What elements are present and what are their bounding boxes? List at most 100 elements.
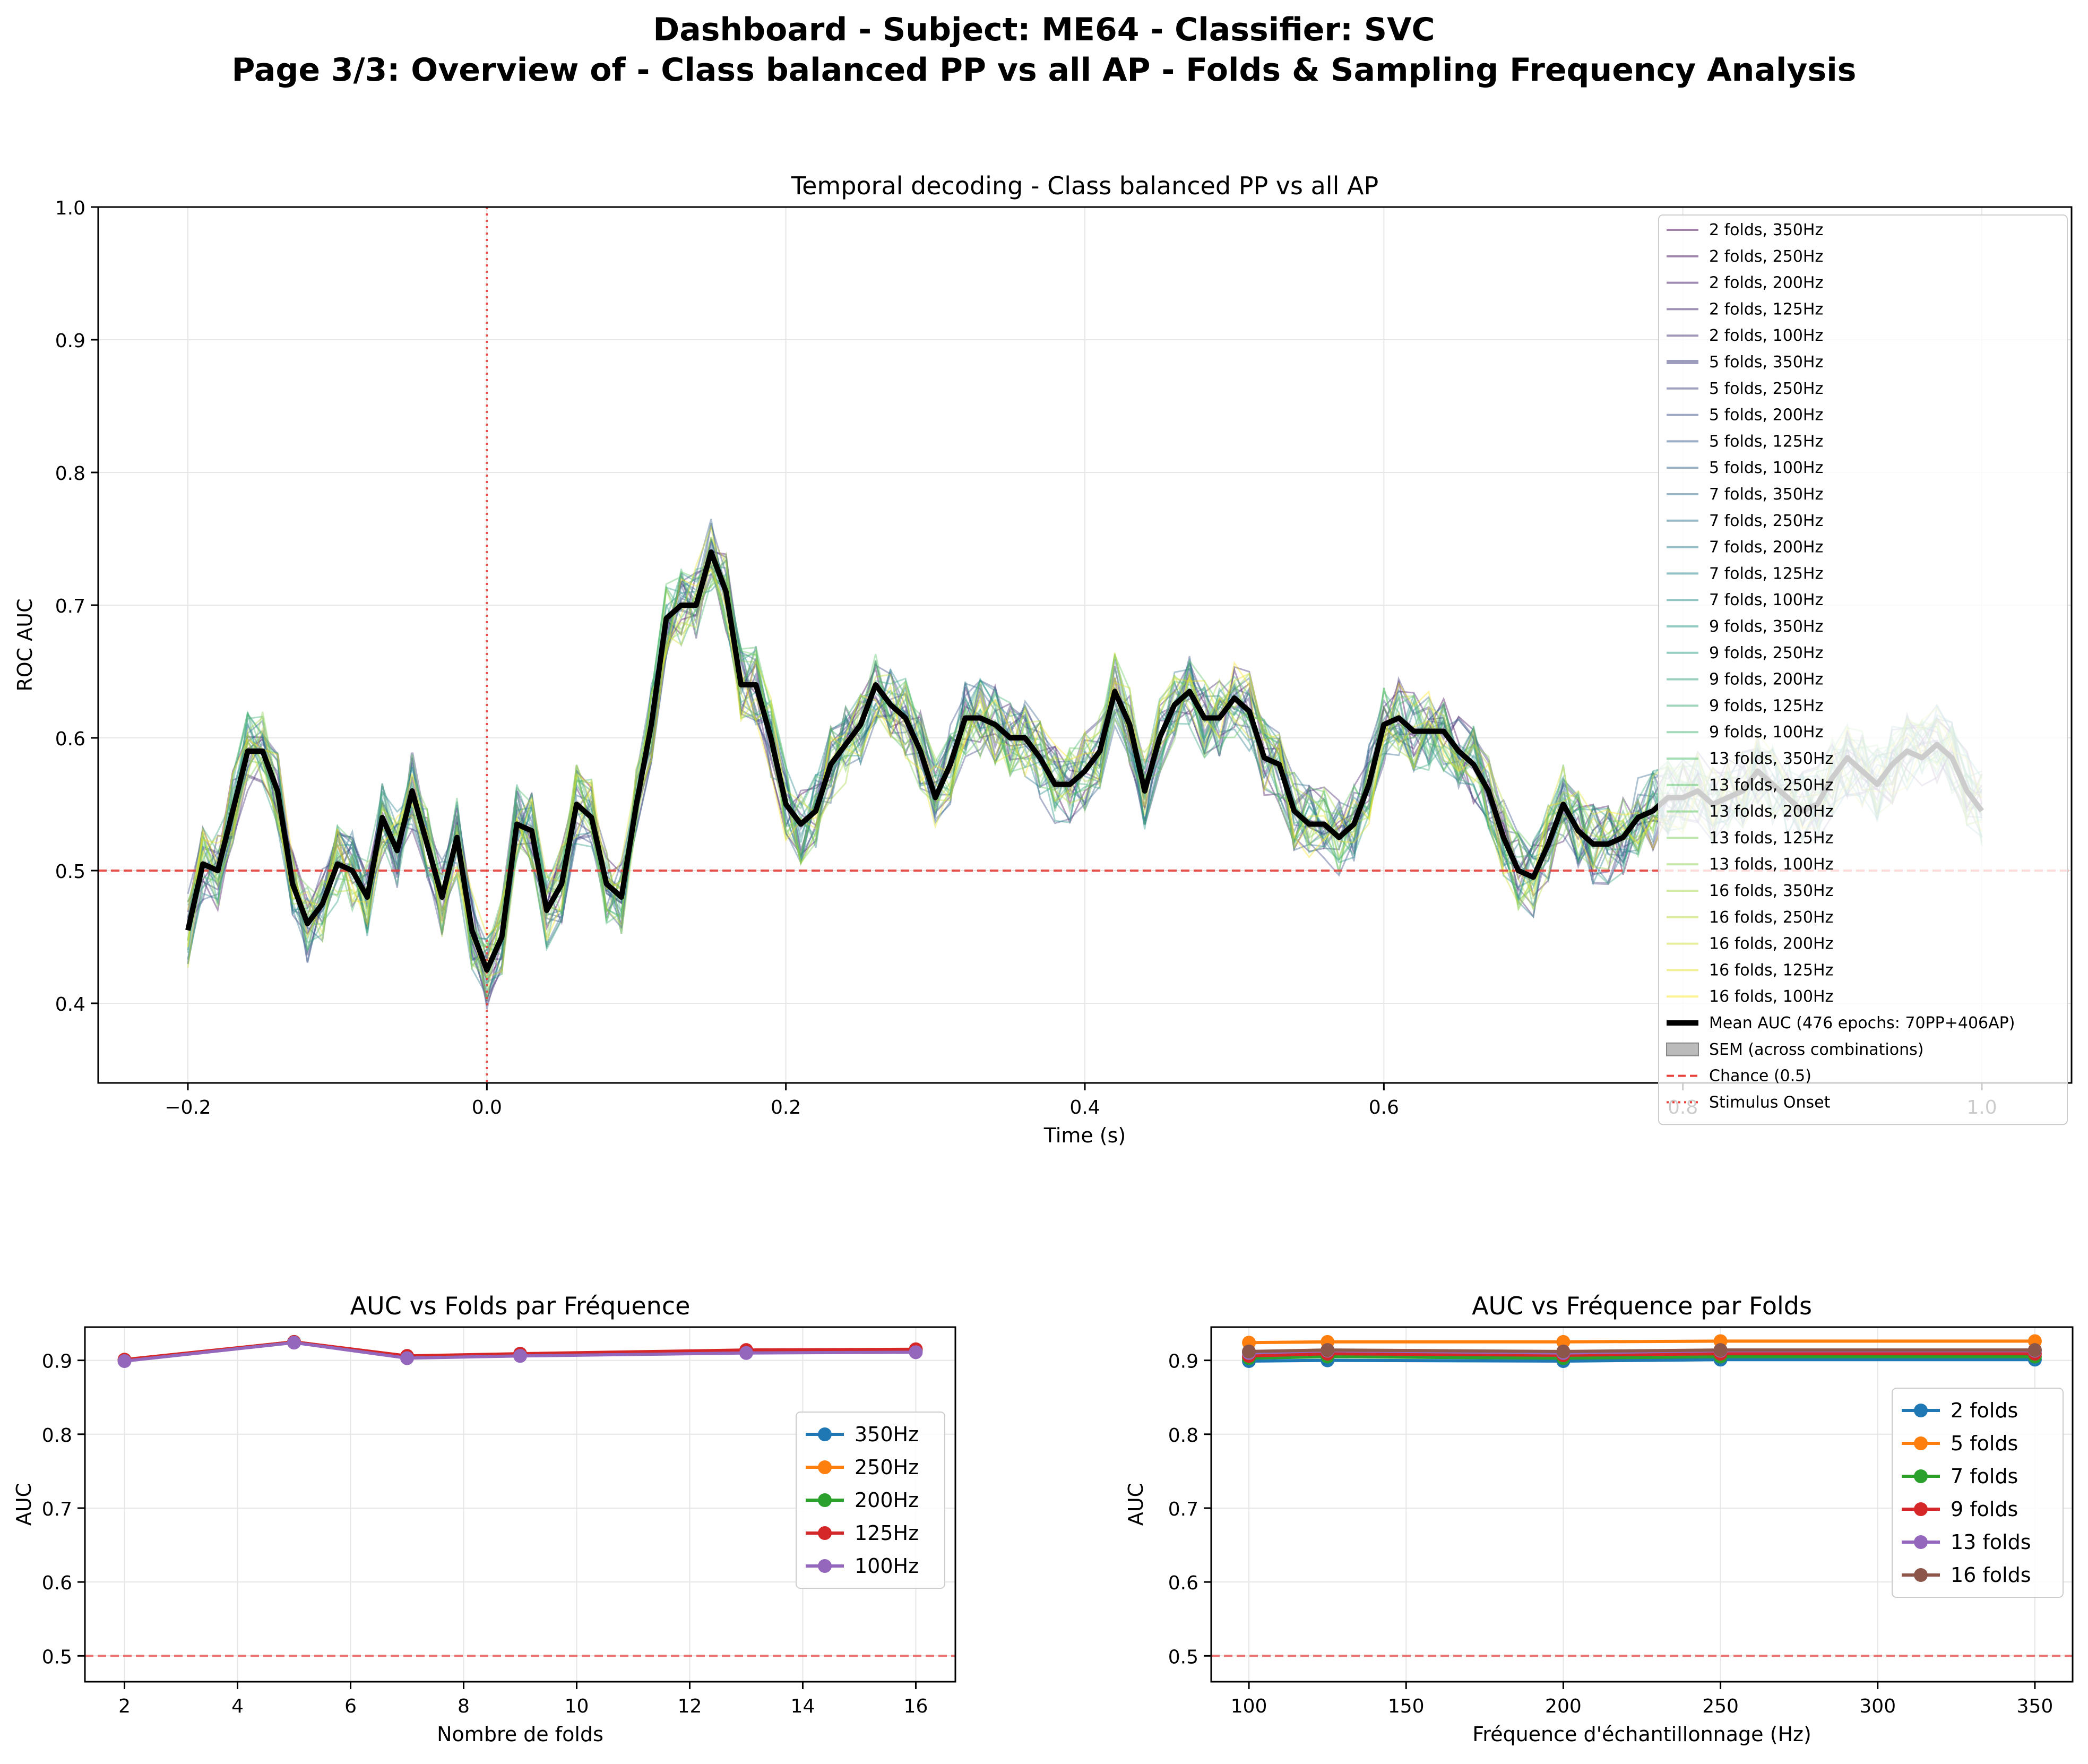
legend-label: 5 folds [1951,1432,2018,1455]
legend-marker [1914,1404,1928,1417]
legend-marker [1914,1469,1928,1483]
legend-label: 13 folds, 125Hz [1709,829,1833,847]
legend-label: 9 folds, 200Hz [1709,670,1823,689]
x-tick-label: 250 [1702,1696,1739,1717]
legend-label: 9 folds, 100Hz [1709,723,1823,742]
legend-label: 7 folds, 200Hz [1709,538,1823,557]
series-line [124,1341,916,1363]
legend-label: 13 folds, 250Hz [1709,776,1833,795]
legend-label: 7 folds, 100Hz [1709,591,1823,609]
x-tick-label: 0.4 [1069,1097,1100,1118]
x-tick-label: 150 [1388,1696,1425,1717]
y-tick-label: 0.7 [42,1499,72,1520]
x-tick-label: 2 [118,1696,131,1717]
y-tick-label: 0.5 [1168,1646,1198,1668]
legend-label: Chance (0.5) [1709,1067,1811,1086]
legend-marker [1914,1436,1928,1450]
y-tick-label: 1.0 [55,197,85,219]
auc-vs-folds-chart: 2 4 6 8 10 12 14 16 0.5 0.6 0.7 0.8 0.9 AUC vs Folds … [12,1292,956,1746]
y-tick-label: 0.6 [42,1572,72,1594]
legend-label: 5 folds, 250Hz [1709,380,1823,398]
series-line [1249,1348,2035,1353]
legend-label: 16 folds, 350Hz [1709,882,1833,900]
legend-label: 2 folds, 350Hz [1709,221,1823,239]
y-tick-label: 0.7 [55,596,85,617]
axes-frame [84,1326,956,1683]
legend-label: 7 folds, 350Hz [1709,485,1823,504]
series-legend: 350Hz 250Hz 200Hz 125Hz 100Hz [796,1412,945,1589]
series-point [739,1346,753,1360]
legend-label: 5 folds, 200Hz [1709,406,1823,425]
legend-marker [818,1526,832,1540]
legend-label: 2 folds, 125Hz [1709,300,1823,319]
legend-label: Stimulus Onset [1709,1093,1831,1112]
legend-label: 5 folds, 125Hz [1709,432,1823,451]
y-tick-label: 0.6 [1168,1572,1198,1594]
series-line [1249,1339,2035,1345]
legend-label: SEM (across combinations) [1709,1040,1923,1059]
y-tick-label: 0.9 [42,1351,72,1373]
y-axis-label: AUC [1124,1483,1147,1526]
x-axis-label: Fréquence d'échantillonnage (Hz) [1472,1723,1811,1746]
chart-title: AUC vs Folds par Fréquence [350,1292,691,1320]
legend-label: 9 folds [1951,1498,2018,1521]
legend-label: 2 folds [1951,1399,2018,1422]
legend-box [1658,214,2068,1125]
legend-label: 2 folds, 100Hz [1709,326,1823,345]
legend-marker [1914,1568,1928,1582]
series-line [1249,1355,2035,1360]
legend-label: 9 folds, 350Hz [1709,617,1823,636]
legend-label: 13 folds, 100Hz [1709,855,1833,874]
y-axis-label: ROC AUC [13,598,37,691]
y-tick-label: 0.4 [55,994,85,1016]
x-tick-label: 0.2 [771,1097,801,1118]
series-line [1249,1358,2035,1363]
series-point [117,1354,132,1369]
series-legend: 2 folds 5 folds 7 folds 9 folds 13 folds 16 f… [1892,1388,2064,1598]
axes-frame [97,206,2073,1084]
series-point [1321,1343,1335,1357]
legend-label: 7 folds [1951,1465,2018,1488]
legend-label: 350Hz [855,1423,919,1446]
suptitle-line-2: Page 3/3: Overview of - Class balanced P… [232,51,1857,89]
series-point [2027,1343,2042,1357]
auc-vs-frequency-chart: 100 150 200 250 300 350 0.5 0.6 0.7 0.8 0.9 AUC vs … [1124,1292,2074,1746]
x-tick-label: 350 [2017,1696,2054,1717]
y-tick-label: 0.9 [1168,1351,1198,1373]
legend-label: 2 folds, 200Hz [1709,274,1823,292]
x-tick-label: 8 [458,1696,470,1717]
y-tick-label: 0.5 [55,861,85,883]
axes-frame [1210,1326,2074,1683]
legend-label: 125Hz [855,1521,919,1545]
main-legend: 2 folds, 350Hz 2 folds, 250Hz 2 folds, 200… [1658,214,2068,1125]
legend-label: 16 folds, 100Hz [1709,987,1833,1006]
legend-marker [818,1493,832,1507]
y-tick-label: 0.8 [42,1425,72,1447]
legend-label: 13 folds [1951,1530,2031,1554]
y-tick-label: 0.5 [42,1646,72,1668]
legend-label: 16 folds, 200Hz [1709,935,1833,953]
suptitle-line-1: Dashboard - Subject: ME64 - Classifier: … [653,11,1435,48]
x-tick-label: 14 [791,1696,815,1717]
legend-box [1892,1388,2064,1598]
series-point [1556,1344,1571,1358]
series-point [400,1351,415,1365]
temporal-decoding-chart: −0.20.00.20.40.60.81.00.40.50.60.70.80.9… [13,171,2073,1147]
y-tick-label: 0.7 [1168,1499,1198,1520]
legend-label: 9 folds, 250Hz [1709,644,1823,662]
legend-label: 200Hz [855,1488,919,1512]
legend-box [796,1412,945,1589]
series-point [513,1349,527,1363]
chart-title: Temporal decoding - Class balanced PP vs… [791,171,1378,200]
x-tick-label: −0.2 [165,1097,211,1118]
y-axis-label: AUC [12,1483,36,1526]
y-tick-label: 0.6 [55,728,85,750]
chart-title: AUC vs Fréquence par Folds [1472,1292,1812,1320]
legend-marker [818,1460,832,1474]
x-tick-label: 0.0 [472,1097,502,1118]
x-tick-label: 16 [904,1696,928,1717]
x-tick-label: 4 [231,1696,244,1717]
legend-label: 16 folds [1951,1563,2031,1587]
legend-marker [1914,1535,1928,1549]
